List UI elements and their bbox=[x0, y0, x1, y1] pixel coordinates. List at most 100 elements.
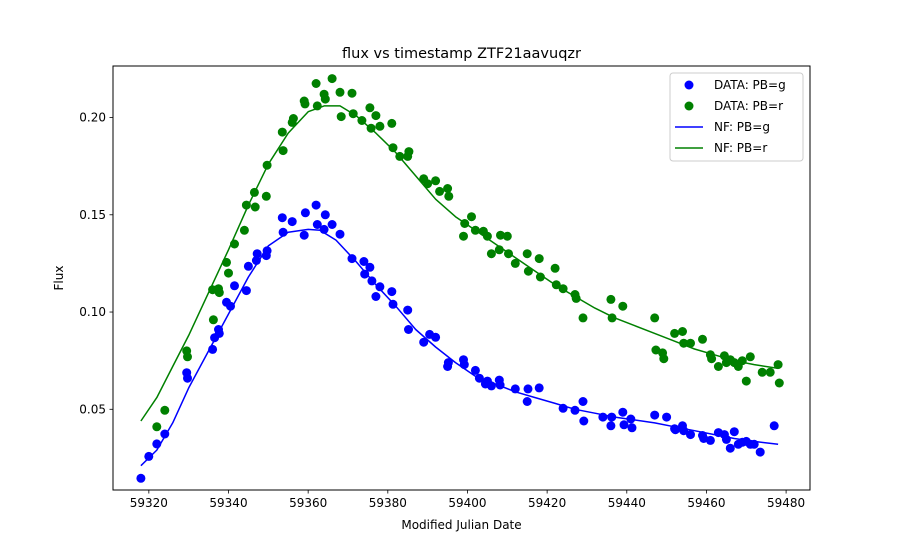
data-point-0-79 bbox=[705, 435, 715, 445]
data-point-0-30 bbox=[347, 254, 357, 264]
data-point-0-19 bbox=[277, 213, 287, 223]
data-point-0-70 bbox=[650, 410, 660, 420]
data-point-0-18 bbox=[262, 246, 272, 256]
data-point-0-32 bbox=[360, 269, 370, 279]
data-point-0-9 bbox=[214, 328, 224, 338]
data-point-0-24 bbox=[311, 200, 321, 210]
data-point-0-34 bbox=[367, 276, 377, 286]
model-lines bbox=[140, 105, 779, 467]
data-point-0-63 bbox=[598, 412, 608, 422]
data-point-1-54 bbox=[486, 249, 496, 259]
y-tick-label-1: 0.10 bbox=[79, 305, 106, 319]
data-point-1-83 bbox=[707, 354, 717, 364]
data-point-1-51 bbox=[470, 225, 480, 235]
data-point-1-80 bbox=[686, 338, 695, 348]
data-point-0-38 bbox=[388, 299, 398, 309]
y-tick-label-3: 0.20 bbox=[79, 111, 106, 125]
legend-marker-0 bbox=[684, 80, 694, 90]
series-points-0 bbox=[136, 200, 779, 483]
data-point-1-68 bbox=[571, 293, 581, 303]
data-point-0-15 bbox=[251, 256, 261, 265]
data-point-0-31 bbox=[359, 257, 369, 266]
data-point-0-5 bbox=[183, 373, 192, 383]
legend-label-3: NF: PB=r bbox=[714, 141, 767, 155]
legend-label-1: DATA: PB=r bbox=[714, 99, 783, 113]
data-point-0-41 bbox=[419, 337, 429, 347]
data-point-1-79 bbox=[679, 338, 689, 348]
data-point-1-41 bbox=[404, 147, 414, 157]
series-points-1 bbox=[152, 74, 784, 432]
data-point-0-83 bbox=[725, 443, 735, 453]
data-point-0-35 bbox=[371, 292, 381, 301]
data-point-0-39 bbox=[403, 305, 413, 315]
data-point-0-90 bbox=[755, 447, 765, 457]
data-point-1-15 bbox=[261, 191, 271, 201]
data-point-0-2 bbox=[152, 439, 162, 449]
data-point-0-68 bbox=[626, 414, 636, 424]
data-point-1-63 bbox=[535, 272, 545, 282]
data-point-1-33 bbox=[365, 103, 375, 113]
data-point-1-28 bbox=[335, 87, 345, 97]
data-point-0-13 bbox=[241, 286, 251, 296]
data-point-1-48 bbox=[459, 231, 468, 241]
data-point-0-0 bbox=[136, 473, 146, 483]
data-point-1-65 bbox=[551, 280, 561, 290]
data-point-0-56 bbox=[522, 397, 532, 406]
data-point-1-36 bbox=[375, 121, 385, 131]
data-point-0-25 bbox=[312, 220, 322, 229]
x-tick-label-1: 59340 bbox=[209, 496, 247, 510]
data-point-1-94 bbox=[765, 367, 775, 377]
data-point-1-71 bbox=[607, 313, 617, 323]
data-point-1-59 bbox=[510, 258, 520, 268]
data-point-0-36 bbox=[375, 282, 385, 292]
data-point-1-7 bbox=[214, 288, 224, 298]
data-point-1-5 bbox=[208, 315, 218, 325]
data-point-1-45 bbox=[435, 186, 445, 196]
data-point-1-35 bbox=[371, 111, 381, 121]
y-axis-label: Flux bbox=[52, 266, 66, 291]
data-point-1-20 bbox=[288, 114, 298, 123]
data-point-0-37 bbox=[387, 287, 397, 297]
x-tick-label-3: 59380 bbox=[369, 496, 407, 510]
data-point-1-69 bbox=[578, 313, 588, 323]
y-tick-label-2: 0.15 bbox=[79, 208, 106, 222]
data-point-0-89 bbox=[749, 439, 759, 449]
data-point-1-44 bbox=[431, 176, 441, 186]
data-point-1-18 bbox=[278, 146, 288, 156]
data-point-0-23 bbox=[300, 208, 310, 218]
data-point-1-76 bbox=[659, 354, 669, 364]
data-point-0-6 bbox=[208, 344, 218, 354]
data-point-1-10 bbox=[230, 239, 239, 249]
data-point-1-17 bbox=[277, 127, 287, 137]
data-point-1-73 bbox=[650, 313, 660, 323]
data-point-0-64 bbox=[606, 421, 616, 431]
data-point-0-45 bbox=[443, 358, 453, 368]
data-point-0-1 bbox=[144, 451, 154, 461]
data-point-1-81 bbox=[698, 334, 707, 344]
series-line-3 bbox=[140, 105, 779, 422]
legend-box bbox=[669, 72, 804, 162]
data-point-0-12 bbox=[230, 281, 239, 291]
data-point-1-39 bbox=[395, 151, 405, 161]
data-point-0-40 bbox=[404, 325, 413, 334]
data-point-1-92 bbox=[745, 352, 755, 362]
data-point-0-33 bbox=[365, 262, 375, 272]
data-point-1-57 bbox=[502, 231, 512, 241]
y-tick-label-0: 0.05 bbox=[79, 402, 106, 416]
x-axis: 59320 59340 59360 59380 59400 59420 59440 59460… bbox=[130, 490, 805, 510]
data-point-1-3 bbox=[183, 352, 192, 362]
y-axis: 0.05 0.10 0.15 0.20 bbox=[79, 111, 113, 416]
data-point-0-73 bbox=[670, 425, 680, 435]
data-point-1-26 bbox=[320, 94, 330, 104]
data-point-1-93 bbox=[757, 367, 767, 377]
data-point-0-26 bbox=[319, 224, 329, 234]
x-tick-label-6: 59440 bbox=[608, 496, 646, 510]
data-point-1-91 bbox=[741, 376, 751, 386]
series-line-2 bbox=[140, 228, 779, 467]
data-point-1-11 bbox=[239, 225, 249, 235]
data-point-1-55 bbox=[494, 245, 504, 255]
data-point-0-47 bbox=[459, 360, 469, 370]
data-point-0-57 bbox=[523, 384, 533, 394]
data-point-1-22 bbox=[300, 99, 310, 109]
